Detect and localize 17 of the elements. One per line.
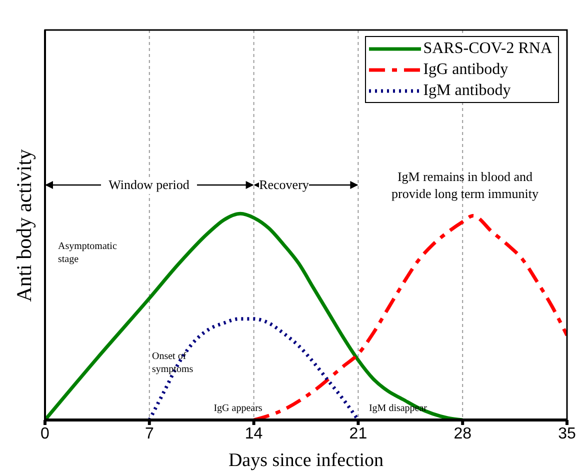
legend-label: IgG antibody (423, 60, 508, 80)
x-axis-title: Days since infection (227, 450, 385, 472)
annotation: IgG appears (212, 402, 264, 415)
x-tick-label: 7 (144, 425, 154, 442)
text: Window period (101, 177, 197, 194)
x-tick-label: 35 (558, 425, 576, 442)
x-tick-label: 14 (244, 425, 263, 442)
legend-label: IgM antibody (423, 81, 511, 101)
legend-label: SARS-COV-2 RNA (423, 39, 552, 59)
y-axis-title: Anti body activity (12, 148, 36, 302)
text: Recovery (259, 177, 309, 194)
x-tick-label: 0 (40, 425, 50, 442)
text: IgM remains in blood and provide long term immunity (390, 169, 540, 203)
x-tick-label: 21 (349, 425, 368, 442)
annotation: Asymptomatic stage (58, 240, 118, 266)
x-tick-label: 28 (454, 425, 472, 442)
annotation: Onset of symptoms (152, 350, 194, 376)
